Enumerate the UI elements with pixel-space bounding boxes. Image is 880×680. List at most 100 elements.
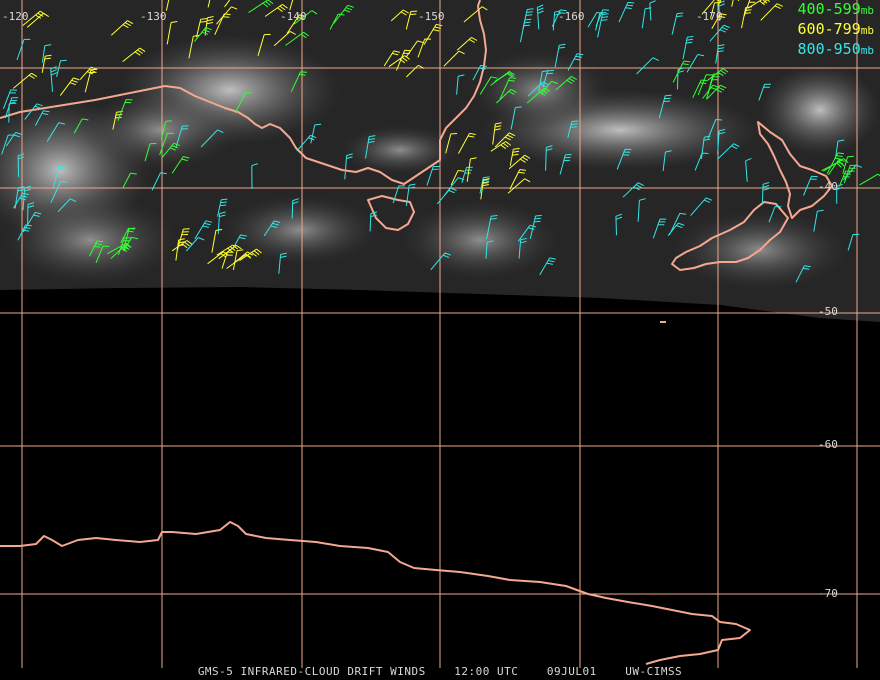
lat-label: -60 bbox=[818, 438, 838, 451]
wind-barb bbox=[56, 59, 67, 78]
wind-barb bbox=[46, 122, 66, 142]
wind-barb bbox=[196, 18, 208, 38]
wind-barb bbox=[57, 198, 77, 213]
product-name: GMS-5 INFRARED-CLOUD DRIFT WINDS bbox=[197, 665, 426, 678]
wind-barb bbox=[443, 50, 465, 67]
wind-barb bbox=[662, 150, 672, 172]
wind-barb bbox=[758, 83, 771, 101]
lat-label: -40 bbox=[818, 180, 838, 193]
wind-barb bbox=[717, 128, 726, 155]
wind-barb bbox=[826, 152, 845, 175]
wind-barb bbox=[165, 0, 170, 11]
wind-barb bbox=[559, 154, 572, 175]
wind-barb bbox=[27, 202, 35, 225]
footer-caption: GMS-5 INFRARED-CLOUD DRIFT WINDS 12:00 U… bbox=[0, 665, 880, 678]
wind-barb bbox=[214, 13, 231, 36]
wind-barb bbox=[618, 1, 635, 23]
wind-barb bbox=[842, 155, 854, 174]
wind-barb bbox=[641, 7, 652, 29]
wind-barb bbox=[248, 0, 274, 14]
wind-barb bbox=[731, 0, 734, 7]
lat-label: -50 bbox=[818, 305, 838, 318]
wind-barb bbox=[204, 16, 214, 36]
wind-barb bbox=[658, 94, 672, 119]
wind-barb bbox=[669, 212, 687, 236]
wind-barb bbox=[637, 198, 646, 222]
wind-barb bbox=[479, 176, 490, 194]
wind-barb bbox=[682, 35, 694, 60]
wind-barb bbox=[490, 70, 515, 86]
wind-barb bbox=[257, 33, 271, 56]
wind-barb bbox=[567, 120, 579, 138]
wind-barb bbox=[430, 252, 451, 271]
wind-barb bbox=[709, 24, 730, 42]
wind-barb bbox=[390, 9, 409, 22]
wind-barb bbox=[707, 73, 720, 95]
new-zealand-north-island bbox=[757, 121, 833, 219]
wind-barb bbox=[289, 0, 294, 11]
wind-barb bbox=[159, 132, 174, 156]
wind-barb bbox=[405, 40, 424, 58]
wind-barb bbox=[701, 0, 722, 15]
wind-barb bbox=[278, 252, 287, 274]
wind-barb bbox=[652, 218, 667, 239]
wind-barb bbox=[539, 257, 557, 276]
cloud-layer bbox=[0, 35, 880, 290]
wind-barb bbox=[490, 141, 512, 152]
wind-barb bbox=[423, 23, 443, 45]
antarctica-coast bbox=[0, 521, 751, 665]
wind-barb bbox=[597, 13, 609, 38]
wind-barb bbox=[110, 244, 132, 260]
pressure-legend: 400-599mb 600-799mb 800-950mb bbox=[798, 0, 874, 60]
wind-barb bbox=[263, 220, 281, 237]
wind-barb bbox=[405, 183, 416, 206]
wind-barb bbox=[329, 13, 345, 30]
wind-barb bbox=[13, 192, 29, 209]
tasmania bbox=[367, 195, 415, 231]
wind-barb bbox=[686, 54, 705, 73]
wind-barb bbox=[529, 214, 542, 240]
wind-barb bbox=[405, 64, 425, 78]
wind-barb bbox=[200, 129, 224, 148]
wind-barb bbox=[838, 170, 853, 187]
wind-barb bbox=[519, 18, 532, 43]
legend-unit: mb bbox=[860, 4, 874, 17]
wind-barb bbox=[486, 215, 498, 240]
wind-barb bbox=[711, 13, 727, 30]
wind-barb bbox=[405, 10, 418, 30]
wind-barb bbox=[694, 152, 709, 171]
wind-barb bbox=[636, 57, 659, 75]
wind-barb bbox=[123, 227, 136, 251]
wind-barb bbox=[24, 103, 43, 120]
wind-barb bbox=[234, 91, 252, 114]
lon-label: -120 bbox=[2, 10, 29, 23]
wind-barb bbox=[492, 122, 502, 145]
wind-barb bbox=[333, 4, 354, 24]
wind-barb bbox=[717, 143, 740, 160]
wind-barb bbox=[144, 143, 157, 162]
wind-barb bbox=[26, 12, 50, 28]
wind-barb bbox=[290, 71, 307, 93]
wind-barb bbox=[122, 47, 146, 62]
wind-barb bbox=[217, 211, 226, 235]
wind-barb bbox=[79, 66, 98, 80]
wind-barb bbox=[50, 66, 58, 92]
wind-barb bbox=[293, 10, 318, 25]
wind-barb bbox=[496, 88, 517, 104]
wind-barb bbox=[456, 36, 478, 51]
wind-barb bbox=[365, 135, 376, 159]
wind-barb bbox=[747, 0, 771, 9]
wind-barb bbox=[554, 43, 566, 68]
wind-barb bbox=[89, 240, 104, 257]
wind-barb bbox=[50, 181, 68, 203]
wind-barb bbox=[445, 133, 458, 154]
longitude-labels: -120 -130 -140 -150 -160 -170 bbox=[2, 10, 723, 23]
wind-barb bbox=[823, 158, 849, 172]
wind-barb bbox=[106, 242, 132, 255]
wind-barb bbox=[1, 134, 15, 155]
wind-barb bbox=[207, 251, 229, 265]
wind-barb bbox=[768, 206, 782, 223]
wind-barb bbox=[542, 69, 554, 88]
wind-barb bbox=[847, 233, 860, 251]
wind-barb bbox=[110, 20, 134, 36]
